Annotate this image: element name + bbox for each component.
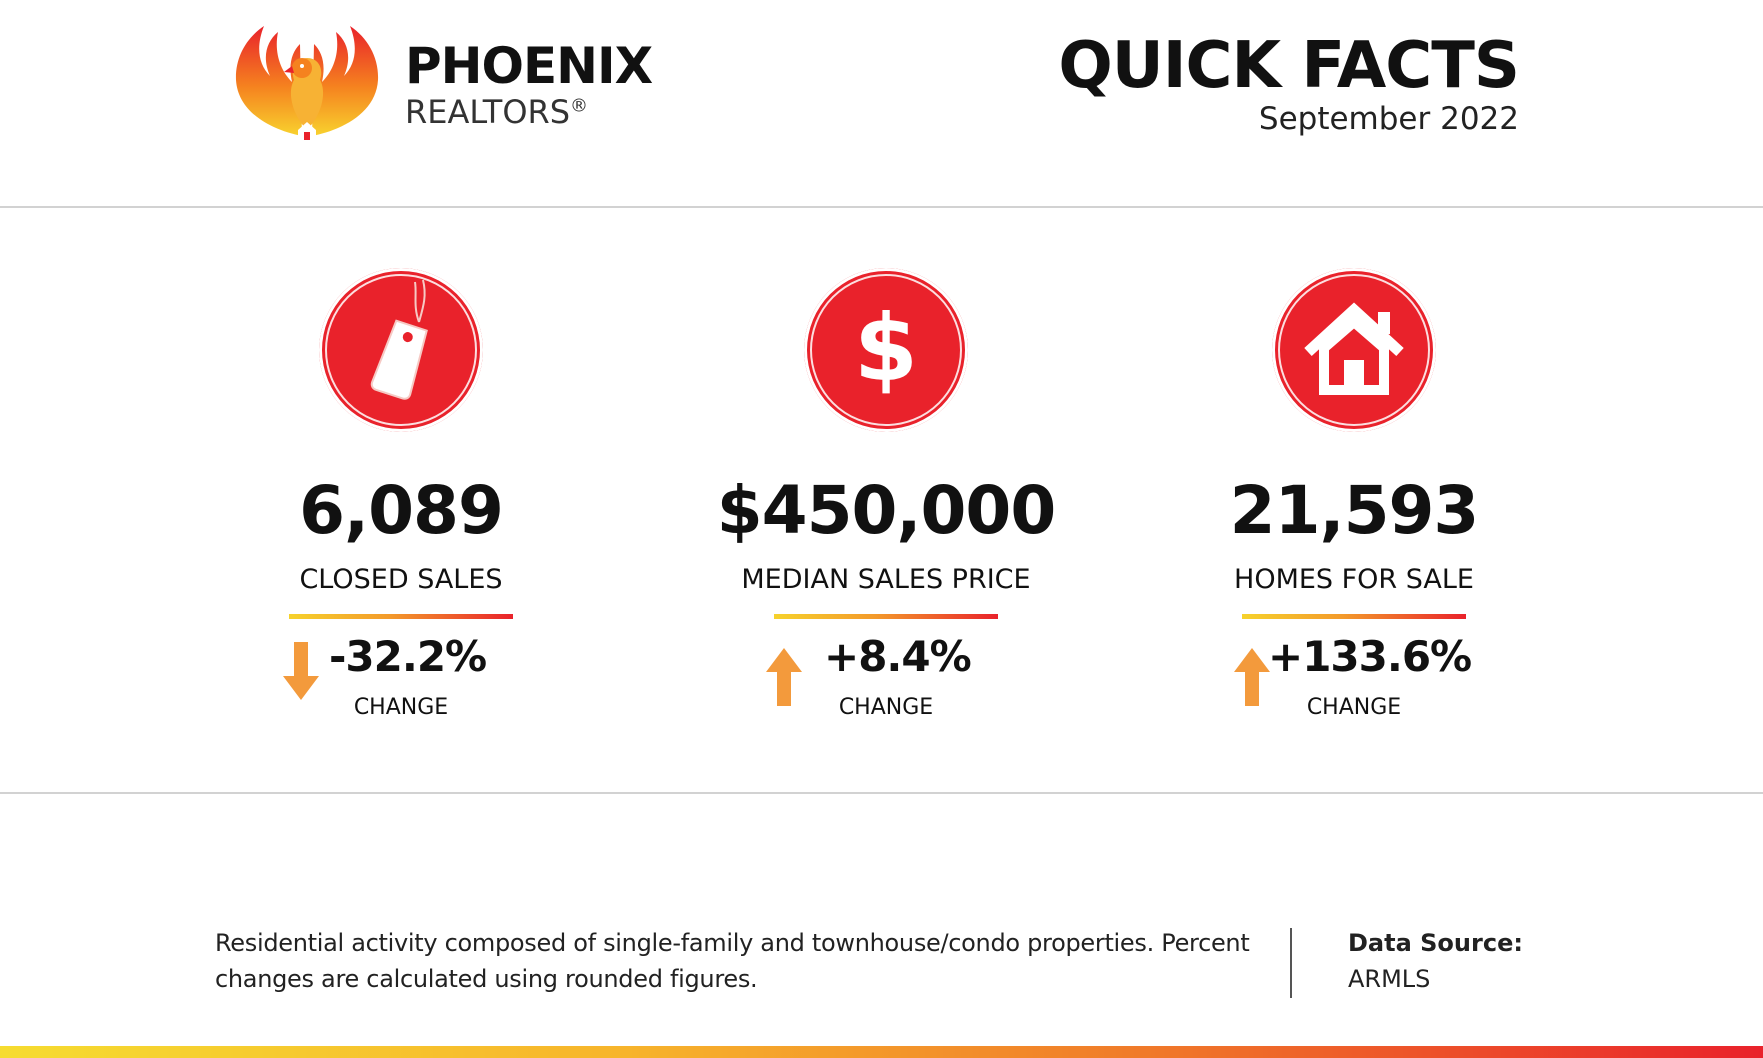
brand-name: PHOENIX bbox=[405, 37, 653, 95]
homes-for-sale-change: +133.6% bbox=[1268, 632, 1472, 681]
data-source-value: ARMLS bbox=[1348, 965, 1431, 993]
data-source-label: Data Source: bbox=[1348, 929, 1523, 957]
svg-text:$: $ bbox=[854, 295, 918, 402]
homes-for-sale-value: 21,593 bbox=[1229, 472, 1480, 549]
homes-for-sale-label: HOMES FOR SALE bbox=[1234, 564, 1474, 595]
brand-sub: REALTORS® bbox=[405, 93, 588, 131]
gradient-rule bbox=[1242, 614, 1466, 619]
up-arrow-icon bbox=[1234, 648, 1270, 706]
top-divider bbox=[0, 206, 1763, 208]
price-tag-icon bbox=[319, 268, 483, 432]
change-label: CHANGE bbox=[838, 695, 934, 720]
change-label: CHANGE bbox=[353, 695, 449, 720]
median-price-label: MEDIAN SALES PRICE bbox=[741, 564, 1031, 595]
middle-divider bbox=[0, 792, 1763, 794]
median-price-value: $450,000 bbox=[716, 472, 1057, 549]
change-label: CHANGE bbox=[1306, 695, 1402, 720]
footnote-line-2: changes are calculated using rounded fig… bbox=[215, 965, 758, 993]
house-icon bbox=[1272, 268, 1436, 432]
stat-median-sales-price: $ $450,000 MEDIAN SALES PRICE +8.4% CHAN… bbox=[686, 268, 1086, 738]
down-arrow-icon bbox=[283, 642, 319, 700]
stat-closed-sales: 6,089 CLOSED SALES -32.2% CHANGE bbox=[201, 268, 601, 738]
registered-mark: ® bbox=[570, 95, 589, 117]
footer-divider bbox=[1290, 928, 1292, 998]
gradient-rule bbox=[289, 614, 513, 619]
closed-sales-change: -32.2% bbox=[329, 632, 487, 681]
closed-sales-value: 6,089 bbox=[299, 472, 504, 549]
phoenix-logo-icon bbox=[232, 18, 382, 143]
page-title: QUICK FACTS bbox=[1058, 29, 1520, 103]
footnote-line-1: Residential activity composed of single-… bbox=[215, 929, 1250, 957]
up-arrow-icon bbox=[766, 648, 802, 706]
brand-sub-text: REALTORS bbox=[405, 93, 571, 131]
dollar-sign-icon: $ bbox=[804, 268, 968, 432]
footnote: Residential activity composed of single-… bbox=[215, 925, 1275, 997]
closed-sales-label: CLOSED SALES bbox=[299, 564, 503, 595]
bottom-gradient-bar bbox=[0, 1046, 1763, 1058]
report-date: September 2022 bbox=[1258, 101, 1519, 137]
gradient-rule bbox=[774, 614, 998, 619]
median-price-change: +8.4% bbox=[824, 632, 972, 681]
stat-homes-for-sale: 21,593 HOMES FOR SALE +133.6% CHANGE bbox=[1154, 268, 1554, 738]
